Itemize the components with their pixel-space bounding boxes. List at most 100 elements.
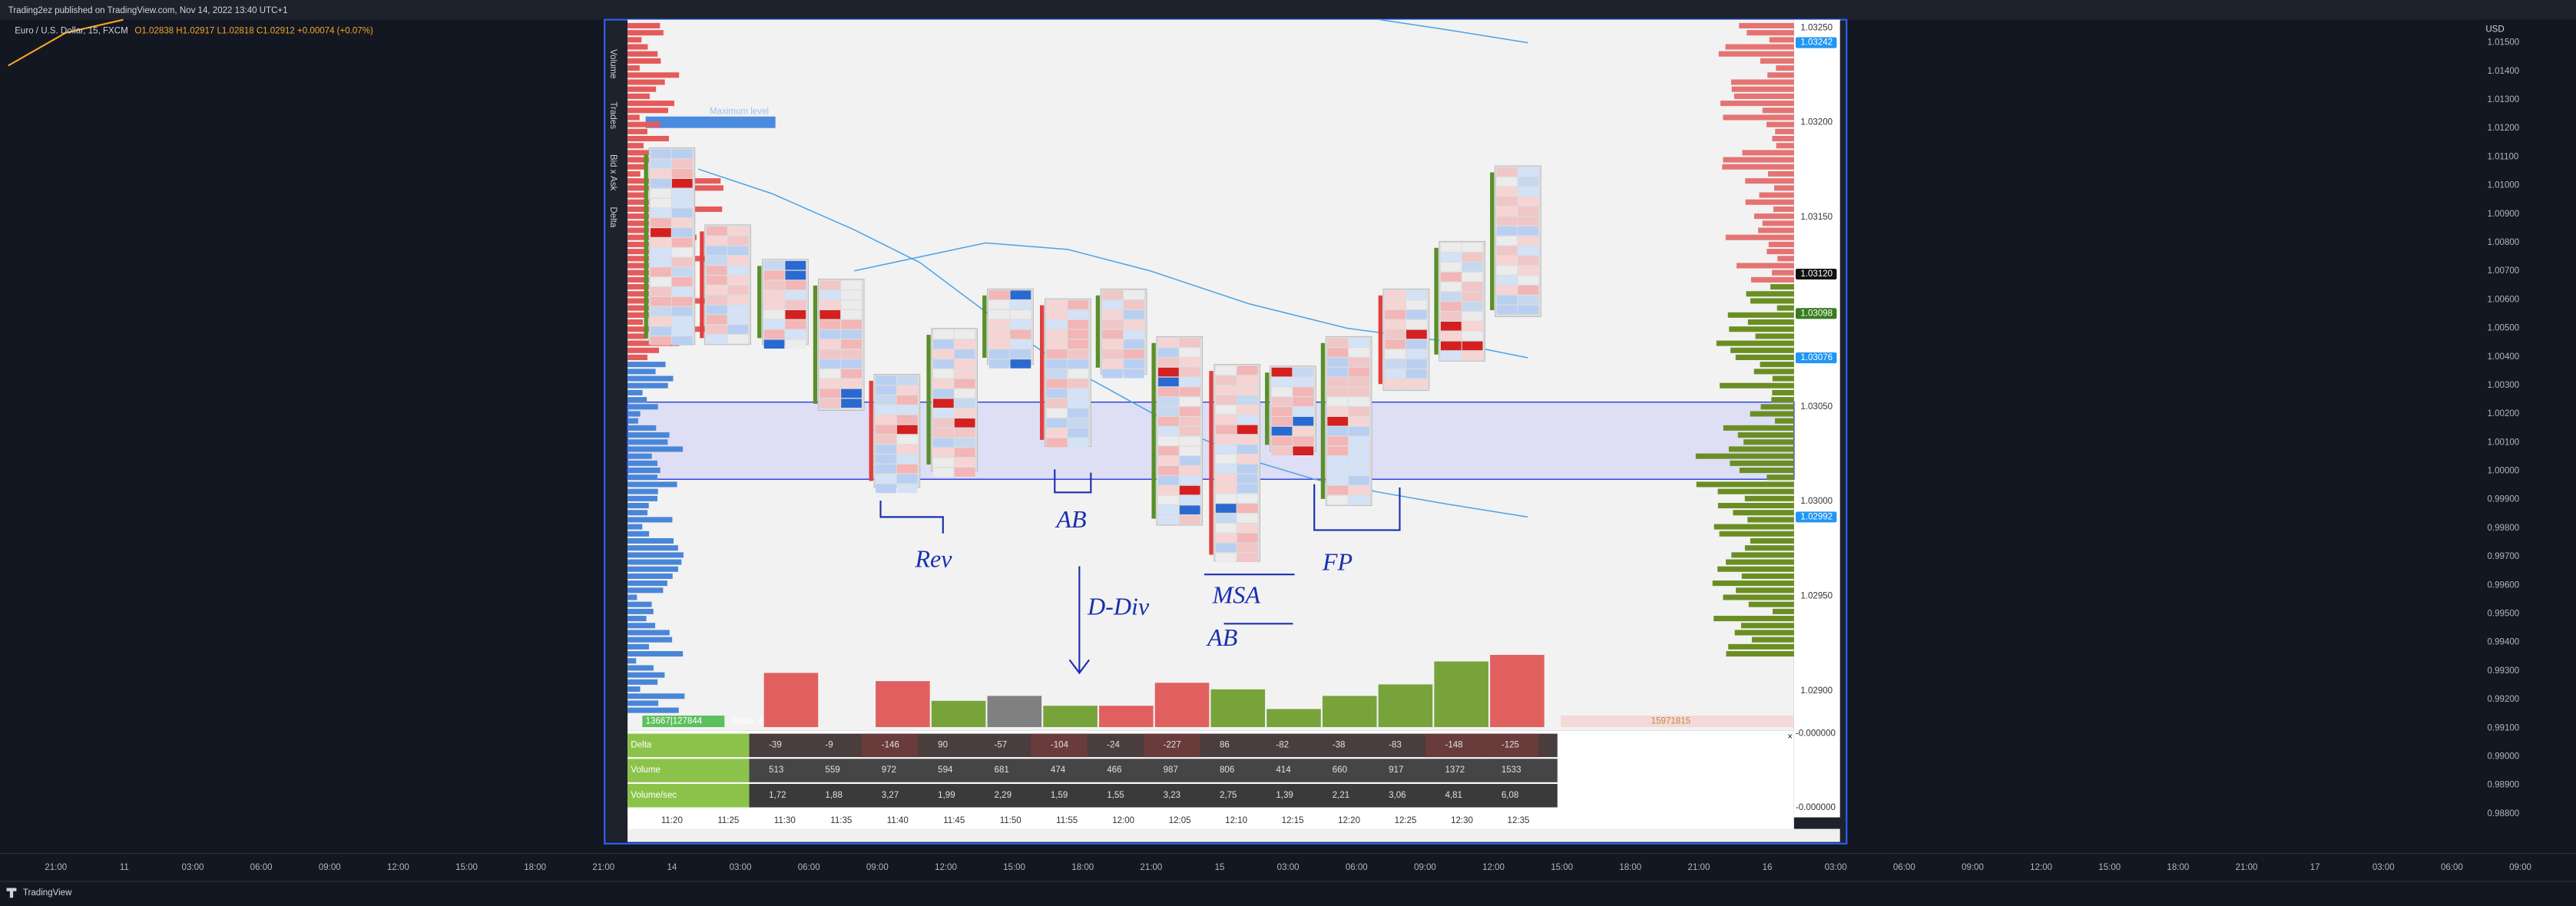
profile-bar bbox=[1713, 524, 1794, 530]
price-label: 0.99300 bbox=[2487, 666, 2519, 676]
footprint-cell bbox=[671, 198, 693, 208]
footprint-cell bbox=[1406, 369, 1427, 379]
profile-bar bbox=[1762, 220, 1794, 226]
profile-bar bbox=[627, 107, 668, 114]
footprint-cell bbox=[1158, 426, 1179, 436]
profile-bar bbox=[627, 164, 645, 170]
footprint-cell bbox=[651, 267, 671, 276]
footprint-cell bbox=[706, 246, 727, 256]
cell: -227 bbox=[1164, 741, 1181, 750]
footprint-cell bbox=[954, 428, 975, 438]
time-label: 15:00 bbox=[1551, 863, 1573, 872]
footprint-cell bbox=[1440, 272, 1462, 282]
profile-bar bbox=[627, 44, 648, 50]
profile-bar bbox=[1737, 432, 1794, 438]
price-label: 0.99800 bbox=[2487, 524, 2519, 533]
profile-bar bbox=[1772, 375, 1794, 382]
profile-bar bbox=[627, 446, 684, 452]
volume-bar bbox=[931, 700, 986, 727]
footprint-cell bbox=[1349, 485, 1369, 495]
footprint-cell bbox=[1462, 341, 1483, 351]
footprint-cell bbox=[651, 149, 671, 159]
footprint-cell bbox=[1158, 367, 1179, 377]
volume-bar bbox=[1099, 706, 1154, 727]
profile-bar bbox=[627, 616, 647, 622]
footprint-cell bbox=[1215, 455, 1237, 464]
price-label: 1.01500 bbox=[2487, 38, 2519, 48]
footprint-cell bbox=[841, 319, 862, 329]
close-button[interactable]: × bbox=[1787, 732, 1793, 742]
profile-bar bbox=[1750, 276, 1794, 283]
footprint-cell bbox=[841, 349, 862, 359]
footprint-cell bbox=[841, 290, 862, 299]
profile-bar bbox=[1736, 587, 1794, 594]
profile-bar bbox=[627, 369, 656, 375]
footprint-cell bbox=[1349, 348, 1369, 357]
footprint-cell bbox=[954, 339, 975, 349]
profile-bar bbox=[627, 587, 664, 594]
footprint-cell bbox=[1349, 416, 1369, 426]
candle-body bbox=[1434, 247, 1439, 355]
profile-bar bbox=[627, 150, 664, 156]
footprint-cell bbox=[1102, 369, 1124, 379]
footprint-cell bbox=[896, 385, 918, 395]
time-label: 18:00 bbox=[1619, 863, 1641, 872]
annotation: D-Div bbox=[1087, 592, 1150, 620]
footprint-cell bbox=[727, 325, 749, 334]
footprint-cell bbox=[1215, 523, 1237, 533]
time-label: 11:55 bbox=[1056, 816, 1078, 825]
profile-bar bbox=[1766, 474, 1794, 481]
price-tag-label: 1.02992 bbox=[1800, 512, 1833, 521]
footprint-cell bbox=[1237, 543, 1258, 553]
price-label: 1.00800 bbox=[2487, 238, 2519, 247]
footprint-cell bbox=[1496, 197, 1518, 207]
profile-bar bbox=[1728, 643, 1794, 650]
footprint-cell bbox=[1179, 495, 1200, 505]
footprint-cell bbox=[1385, 319, 1406, 329]
cell: 1,72 bbox=[769, 791, 786, 800]
footprint-cell bbox=[671, 247, 693, 257]
footprint-cell bbox=[1046, 339, 1068, 349]
profile-bar bbox=[627, 79, 665, 85]
time-label: 12:15 bbox=[1282, 816, 1304, 825]
footprint-cell bbox=[1462, 263, 1483, 272]
footprint-cell bbox=[876, 385, 896, 395]
footprint-cell bbox=[1179, 426, 1200, 436]
time-label: 09:00 bbox=[866, 863, 889, 872]
price-label: 1.00400 bbox=[2487, 352, 2519, 362]
footprint-cell bbox=[841, 379, 862, 389]
footprint-cell bbox=[706, 236, 727, 246]
footprint-cell bbox=[671, 267, 693, 276]
cell: 594 bbox=[938, 765, 953, 775]
footprint-cell bbox=[1237, 415, 1258, 425]
candle-body bbox=[1209, 371, 1214, 555]
footprint-cell bbox=[1102, 339, 1124, 349]
footprint-cell bbox=[1124, 339, 1144, 349]
footprint-cell bbox=[1158, 436, 1179, 446]
footprint-cell bbox=[841, 398, 862, 408]
profile-bar bbox=[1713, 616, 1794, 622]
max-level-bar bbox=[645, 116, 776, 128]
profile-bar bbox=[1744, 545, 1794, 551]
footprint-cell bbox=[1271, 407, 1293, 416]
time-label: 15:00 bbox=[1003, 863, 1025, 872]
profile-bar bbox=[1739, 22, 1794, 28]
footprint-cell bbox=[1406, 359, 1427, 369]
time-label: 12:00 bbox=[2030, 863, 2052, 872]
footprint-cell bbox=[1327, 387, 1349, 397]
footprint-cell bbox=[763, 280, 785, 290]
footprint-cell bbox=[1068, 349, 1089, 359]
footprint-cell bbox=[1158, 358, 1179, 367]
profile-bar bbox=[627, 559, 682, 565]
footprint-cell bbox=[1271, 426, 1293, 436]
footprint-cell bbox=[1349, 446, 1369, 455]
footprint-cell bbox=[651, 277, 671, 286]
time-label: 11 bbox=[120, 863, 129, 872]
footprint-cell bbox=[1518, 285, 1539, 295]
footprint-cell bbox=[1124, 319, 1144, 329]
candle-body bbox=[1151, 342, 1156, 519]
cell: -24 bbox=[1107, 741, 1120, 750]
footprint-cell bbox=[932, 349, 954, 359]
footprint-cell bbox=[1518, 295, 1539, 305]
footprint-cell bbox=[671, 257, 693, 267]
